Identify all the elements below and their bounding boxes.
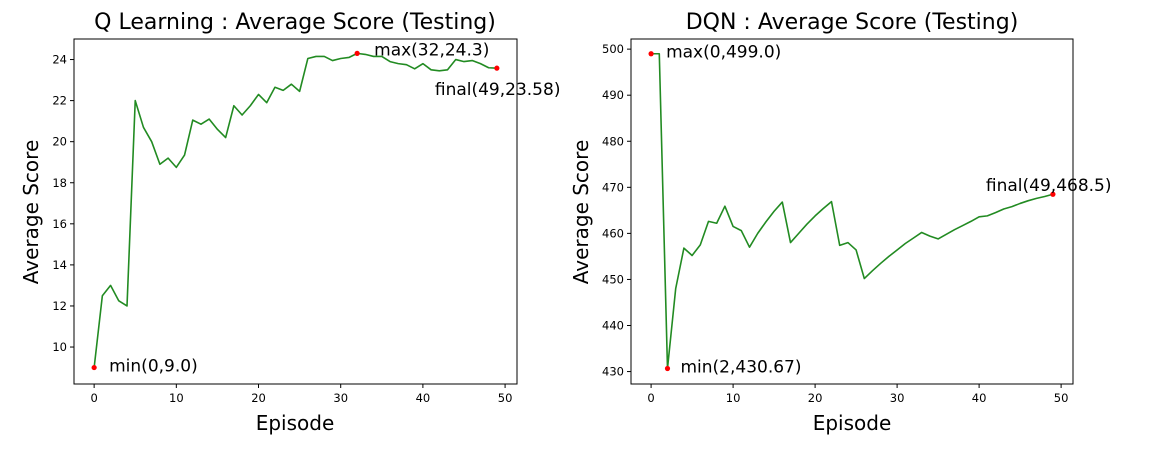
- q-learning-x-tick-label: 50: [498, 391, 513, 405]
- dqn-chart-title: DQN : Average Score (Testing): [686, 10, 1019, 35]
- q-learning-chart-title: Q Learning : Average Score (Testing): [94, 10, 496, 35]
- q-learning-y-tick-label: 12: [52, 299, 67, 313]
- dqn-plot-frame: [630, 38, 1074, 385]
- q-learning-y-tick-label: 18: [52, 176, 67, 190]
- dqn-y-tick-label: 450: [602, 272, 624, 286]
- dqn-annotation-label: min(2,430.67): [680, 357, 801, 377]
- dqn-series-line: [651, 52, 1054, 370]
- dqn-y-tick-label: 470: [602, 180, 624, 194]
- q-learning-x-tick-label: 30: [333, 391, 348, 405]
- q-learning-y-tick-label: 20: [52, 135, 67, 149]
- q-learning-x-tick-label: 10: [169, 391, 184, 405]
- q-learning-plot-area: 0 10 20 30 40 50 10 12 14 16 18 20 22 24 min(0,9.0) max…: [52, 38, 561, 405]
- dqn-annotation-marker: [1050, 191, 1056, 197]
- q-learning-x-tick-label: 40: [416, 391, 431, 405]
- q-learning-plot-frame: [73, 38, 518, 385]
- dqn-x-axis-label: Episode: [813, 411, 892, 435]
- q-learning-chart: Q Learning : Average Score (Testing) 0 10…: [19, 10, 560, 435]
- dqn-x-tick-label: 50: [1054, 391, 1069, 405]
- dqn-y-tick-label: 490: [602, 88, 624, 102]
- dqn-x-tick-label: 0: [647, 391, 654, 405]
- q-learning-y-tick-label: 22: [52, 94, 67, 108]
- dqn-annotation-marker: [664, 365, 671, 372]
- q-learning-annotation-label: max(32,24.3): [374, 40, 489, 60]
- q-learning-annotation-marker: [494, 65, 500, 71]
- q-learning-series-line: [93, 52, 497, 368]
- q-learning-x-axis-label: Episode: [256, 411, 335, 435]
- dqn-y-tick-label: 440: [602, 319, 624, 333]
- q-learning-y-tick-label: 16: [52, 217, 67, 231]
- dqn-x-tick-label: 30: [890, 391, 905, 405]
- dqn-plot-area: 0 10 20 30 40 50 430 440 450 460 470 480 490 500 max(0…: [602, 38, 1112, 405]
- q-learning-y-tick-label: 14: [52, 258, 67, 272]
- q-learning-x-tick-label: 0: [90, 391, 97, 405]
- dqn-x-tick-label: 10: [726, 391, 741, 405]
- dqn-y-tick-label: 460: [602, 226, 624, 240]
- dqn-y-tick-label: 430: [602, 365, 624, 379]
- q-learning-annotation-marker: [354, 50, 360, 56]
- dqn-annotation-label: max(0,499.0): [666, 43, 781, 63]
- dqn-x-tick-label: 40: [972, 391, 987, 405]
- dqn-annotation-marker: [648, 51, 654, 57]
- q-learning-y-tick-label: 24: [52, 53, 67, 67]
- dqn-x-tick-label: 20: [808, 391, 823, 405]
- q-learning-y-tick-label: 10: [52, 340, 67, 354]
- dqn-annotation-label: final(49,468.5): [986, 176, 1112, 196]
- dqn-chart: DQN : Average Score (Testing) 0 10 20 30 40 5…: [569, 10, 1112, 435]
- dqn-y-tick-label: 480: [602, 134, 624, 148]
- q-learning-y-axis-label: Average Score: [19, 140, 43, 285]
- dqn-y-axis-label: Average Score: [569, 140, 593, 285]
- dqn-y-tick-label: 500: [602, 42, 624, 56]
- q-learning-annotation-label: final(49,23.58): [435, 80, 561, 100]
- q-learning-annotation-marker: [91, 364, 97, 371]
- q-learning-x-tick-label: 20: [251, 391, 266, 405]
- q-learning-annotation-label: min(0,9.0): [109, 357, 198, 377]
